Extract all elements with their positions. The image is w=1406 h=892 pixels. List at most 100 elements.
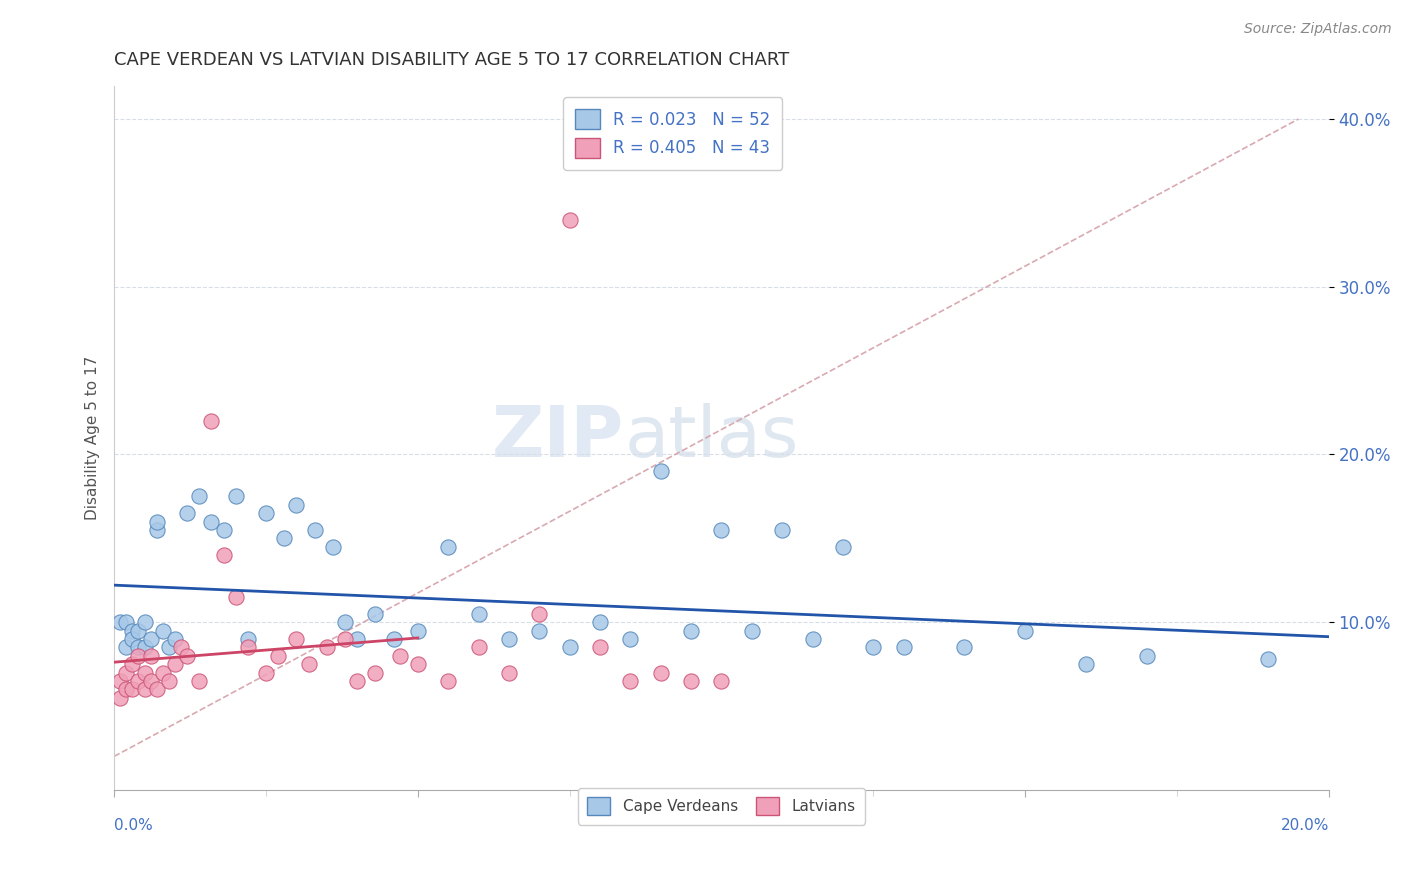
Point (1014, 624, 1036, 638)
Point (832, 540, 855, 554)
Point (115, 682, 138, 697)
Point (188, 490, 211, 504)
Point (225, 590, 247, 604)
Point (134, 640, 156, 655)
Point (134, 682, 156, 697)
Point (285, 632, 308, 646)
Point (467, 640, 489, 655)
Point (134, 665, 156, 680)
Point (152, 624, 174, 638)
Point (176, 648, 198, 663)
Point (388, 648, 411, 663)
Point (529, 607, 551, 621)
Point (801, 632, 824, 646)
Point (437, 673, 460, 688)
Point (121, 682, 143, 697)
Point (467, 607, 489, 621)
Y-axis label: Disability Age 5 to 17: Disability Age 5 to 17 (86, 356, 100, 520)
Point (589, 615, 612, 630)
Point (127, 624, 149, 638)
Point (115, 640, 138, 655)
Point (681, 673, 703, 688)
Point (862, 640, 884, 655)
Point (236, 640, 259, 655)
Point (145, 515, 167, 529)
Point (225, 490, 247, 504)
Point (121, 624, 143, 638)
Point (285, 498, 308, 512)
Point (346, 632, 368, 646)
Point (315, 640, 337, 655)
Point (297, 657, 319, 672)
Point (953, 640, 976, 655)
Point (741, 624, 763, 638)
Point (1257, 652, 1279, 666)
Point (115, 665, 138, 680)
Point (498, 632, 520, 646)
Point (212, 523, 235, 537)
Point (1074, 657, 1097, 672)
Point (121, 657, 143, 672)
Point (619, 632, 641, 646)
Point (139, 632, 162, 646)
Point (710, 523, 733, 537)
Point (893, 640, 915, 655)
Point (127, 648, 149, 663)
Point (437, 540, 460, 554)
Point (498, 665, 520, 680)
Point (304, 523, 326, 537)
Point (200, 515, 222, 529)
Point (650, 464, 672, 478)
Point (254, 506, 277, 520)
Point (558, 212, 581, 227)
Text: 20.0%: 20.0% (1281, 818, 1329, 833)
Point (322, 540, 344, 554)
Point (267, 648, 290, 663)
Point (110, 690, 132, 705)
Point (273, 532, 295, 546)
Text: ZIP: ZIP (492, 403, 624, 472)
Point (188, 673, 211, 688)
Point (212, 548, 235, 562)
Point (681, 624, 703, 638)
Point (650, 665, 672, 680)
Text: Source: ZipAtlas.com: Source: ZipAtlas.com (1244, 22, 1392, 37)
Point (110, 615, 132, 630)
Point (346, 673, 368, 688)
Point (558, 640, 581, 655)
Text: CAPE VERDEAN VS LATVIAN DISABILITY AGE 5 TO 17 CORRELATION CHART: CAPE VERDEAN VS LATVIAN DISABILITY AGE 5… (114, 51, 789, 69)
Point (170, 640, 193, 655)
Point (121, 632, 143, 646)
Point (145, 523, 167, 537)
Point (115, 615, 138, 630)
Point (406, 624, 429, 638)
Point (236, 632, 259, 646)
Text: atlas: atlas (624, 403, 799, 472)
Point (589, 640, 612, 655)
Point (163, 632, 186, 646)
Point (406, 657, 429, 672)
Point (145, 682, 167, 697)
Point (200, 414, 222, 428)
Text: 0.0%: 0.0% (114, 818, 153, 833)
Point (152, 665, 174, 680)
Point (157, 640, 180, 655)
Point (163, 657, 186, 672)
Point (364, 607, 387, 621)
Point (139, 673, 162, 688)
Point (139, 648, 162, 663)
Point (710, 673, 733, 688)
Point (364, 665, 387, 680)
Point (110, 673, 132, 688)
Point (134, 615, 156, 630)
Point (382, 632, 405, 646)
Point (529, 624, 551, 638)
Point (127, 640, 149, 655)
Point (254, 665, 277, 680)
Point (770, 523, 793, 537)
Point (157, 673, 180, 688)
Point (1135, 648, 1157, 663)
Point (127, 673, 149, 688)
Point (333, 615, 356, 630)
Legend: Cape Verdeans, Latvians: Cape Verdeans, Latvians (578, 788, 865, 824)
